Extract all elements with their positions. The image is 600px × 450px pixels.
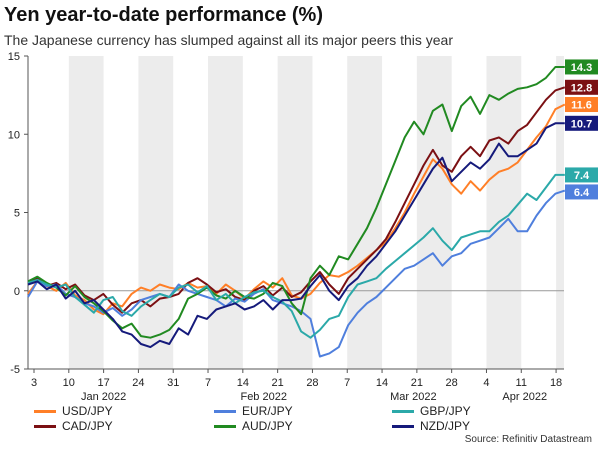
x-month-label: Apr 2022: [502, 391, 547, 403]
x-tick-label: 21: [272, 377, 284, 389]
x-tick-label: 28: [306, 377, 318, 389]
legend-swatch-gbp-jpy: [392, 409, 414, 413]
y-tick-label: 10: [8, 129, 20, 141]
x-tick-label: 4: [483, 377, 489, 389]
x-month-label: Mar 2022: [390, 391, 436, 403]
legend-item-cad-jpy: CAD/JPY: [34, 419, 113, 433]
legend-swatch-eur-jpy: [214, 409, 236, 413]
x-tick-label: 7: [205, 377, 211, 389]
legend-swatch-aud-jpy: [214, 424, 236, 428]
week-band: [68, 56, 104, 369]
end-label-gbp-jpy: 7.4: [574, 170, 590, 182]
legend-swatch-nzd-jpy: [392, 424, 414, 428]
legend-label-usd-jpy: USD/JPY: [62, 404, 113, 418]
week-band: [556, 56, 564, 369]
series-line-gbp-jpy: [27, 173, 565, 339]
week-band: [486, 56, 522, 369]
legend-swatch-usd-jpy: [34, 409, 56, 413]
x-tick-label: 24: [132, 377, 144, 389]
week-band: [416, 56, 452, 369]
end-label-usd-jpy: 11.6: [571, 100, 592, 112]
source-note: Source: Refinitiv Datastream: [464, 434, 592, 445]
end-label-box-usd-jpy: [565, 97, 598, 113]
x-tick-label: 18: [550, 377, 562, 389]
x-tick-label: 14: [237, 377, 249, 389]
chart-title: Yen year-to-date performance (%): [4, 4, 323, 26]
week-band: [347, 56, 383, 369]
chart-subtitle: The Japanese currency has slumped agains…: [4, 32, 453, 48]
end-label-eur-jpy: 6.4: [574, 187, 590, 199]
end-label-box-gbp-jpy: [565, 167, 598, 183]
x-tick-label: 21: [411, 377, 423, 389]
week-band: [138, 56, 174, 369]
x-tick-label: 28: [446, 377, 458, 389]
end-label-box-eur-jpy: [565, 184, 598, 200]
y-tick-label: 15: [8, 51, 20, 63]
x-tick-label: 17: [97, 377, 109, 389]
legend-item-nzd-jpy: NZD/JPY: [392, 419, 470, 433]
legend-item-eur-jpy: EUR/JPY: [214, 404, 293, 418]
x-tick-label: 10: [63, 377, 75, 389]
end-label-box-aud-jpy: [565, 59, 598, 75]
week-band: [208, 56, 243, 369]
legend-label-gbp-jpy: GBP/JPY: [420, 404, 471, 418]
legend-label-eur-jpy: EUR/JPY: [242, 404, 293, 418]
y-tick-label: 0: [14, 286, 20, 298]
legend-label-aud-jpy: AUD/JPY: [242, 419, 293, 433]
end-label-aud-jpy: 14.3: [571, 62, 592, 74]
series-line-cad-jpy: [27, 86, 566, 314]
x-tick-label: 7: [344, 377, 350, 389]
x-tick-label: 14: [376, 377, 388, 389]
x-tick-label: 31: [167, 377, 179, 389]
series-line-nzd-jpy: [27, 122, 565, 349]
x-month-label: Jan 2022: [81, 391, 126, 403]
y-tick-label: 5: [14, 208, 20, 220]
end-label-box-nzd-jpy: [565, 115, 598, 131]
end-label-cad-jpy: 12.8: [571, 82, 592, 94]
legend-item-usd-jpy: USD/JPY: [34, 404, 113, 418]
x-tick-label: 3: [31, 377, 37, 389]
end-label-box-cad-jpy: [565, 79, 598, 95]
legend-label-nzd-jpy: NZD/JPY: [420, 419, 471, 433]
end-label-nzd-jpy: 10.7: [571, 118, 592, 130]
y-tick-label: -5: [10, 364, 20, 376]
legend-label-cad-jpy: CAD/JPY: [62, 419, 113, 433]
week-band: [277, 56, 313, 369]
legend-item-aud-jpy: AUD/JPY: [214, 419, 293, 433]
legend-swatch-cad-jpy: [34, 424, 56, 428]
x-tick-label: 11: [516, 377, 527, 389]
x-month-label: Feb 2022: [240, 391, 286, 403]
legend-item-gbp-jpy: GBP/JPY: [392, 404, 471, 418]
